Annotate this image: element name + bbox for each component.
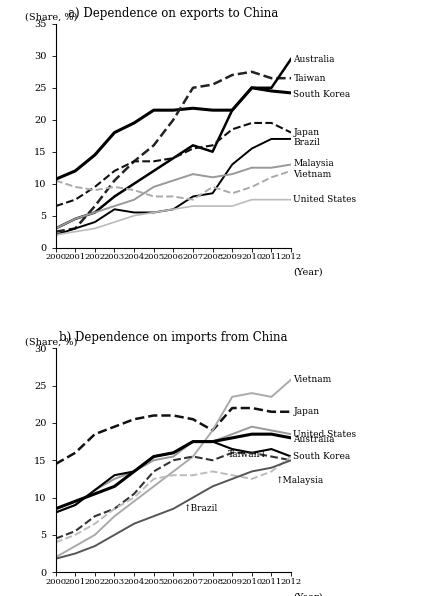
Text: (Share, %): (Share, %) [25, 337, 77, 346]
Text: Japan: Japan [294, 128, 320, 137]
Text: South Korea: South Korea [294, 89, 351, 99]
Text: Malaysia: Malaysia [294, 159, 334, 167]
Title: b) Dependence on imports from China: b) Dependence on imports from China [59, 331, 288, 344]
Text: United States: United States [294, 430, 357, 439]
Title: a) Dependence on exports to China: a) Dependence on exports to China [68, 7, 279, 20]
Text: Australia: Australia [294, 435, 335, 444]
Text: Vietnam: Vietnam [294, 375, 332, 384]
Text: (Share, %): (Share, %) [25, 13, 77, 21]
Text: Vietnam: Vietnam [294, 170, 332, 179]
Text: ↑Brazil: ↑Brazil [183, 504, 217, 513]
Text: Taiwan: Taiwan [294, 74, 326, 83]
Text: Japan: Japan [294, 407, 320, 416]
Text: United States: United States [294, 195, 357, 204]
Text: (Year): (Year) [294, 268, 323, 277]
Text: Taiwan↓: Taiwan↓ [228, 450, 268, 459]
Text: South Korea: South Korea [294, 452, 351, 461]
Text: ↑Malaysia: ↑Malaysia [275, 476, 324, 485]
Text: Australia: Australia [294, 54, 335, 64]
Text: (Year): (Year) [294, 592, 323, 596]
Text: Brazil: Brazil [294, 138, 320, 147]
